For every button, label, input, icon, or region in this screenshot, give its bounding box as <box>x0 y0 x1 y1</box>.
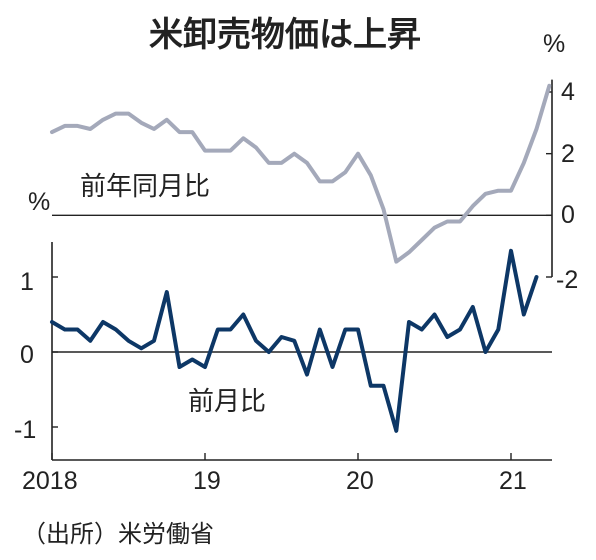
x-tick-label: 19 <box>193 467 221 495</box>
lower-axis <box>51 242 552 460</box>
upper-ytick-label: -2 <box>556 266 578 294</box>
lower-series-label: 前月比 <box>188 387 266 417</box>
x-tick-label: 20 <box>346 467 374 495</box>
lower-ytick-label: -1 <box>14 416 36 444</box>
x-axis <box>51 453 552 461</box>
lower-series <box>50 248 539 433</box>
lower-series-line <box>50 248 539 433</box>
lower-ytick-label: 1 <box>20 268 34 296</box>
lower-ytick-label: 0 <box>20 341 34 369</box>
lower-panel: 1 0 -1 前月比 <box>14 242 552 460</box>
upper-ytick-label: 4 <box>561 78 575 106</box>
chart-title: 米卸売物価は上昇 <box>149 15 421 55</box>
upper-ytick-label: 0 <box>561 201 575 229</box>
upper-series <box>50 83 552 264</box>
upper-series-label: 前年同月比 <box>80 172 210 202</box>
upper-left-unit-label: % <box>28 188 50 216</box>
source-note: （出所）米労働省 <box>22 520 214 548</box>
x-tick-label: 21 <box>499 467 527 495</box>
upper-ytick-label: 2 <box>561 140 575 168</box>
upper-series-line <box>50 83 552 264</box>
upper-unit-label: % <box>543 30 565 58</box>
upper-panel: % 4 2 0 -2 % 前年同月比 <box>28 30 578 294</box>
x-tick-label: 2018 <box>22 467 78 495</box>
